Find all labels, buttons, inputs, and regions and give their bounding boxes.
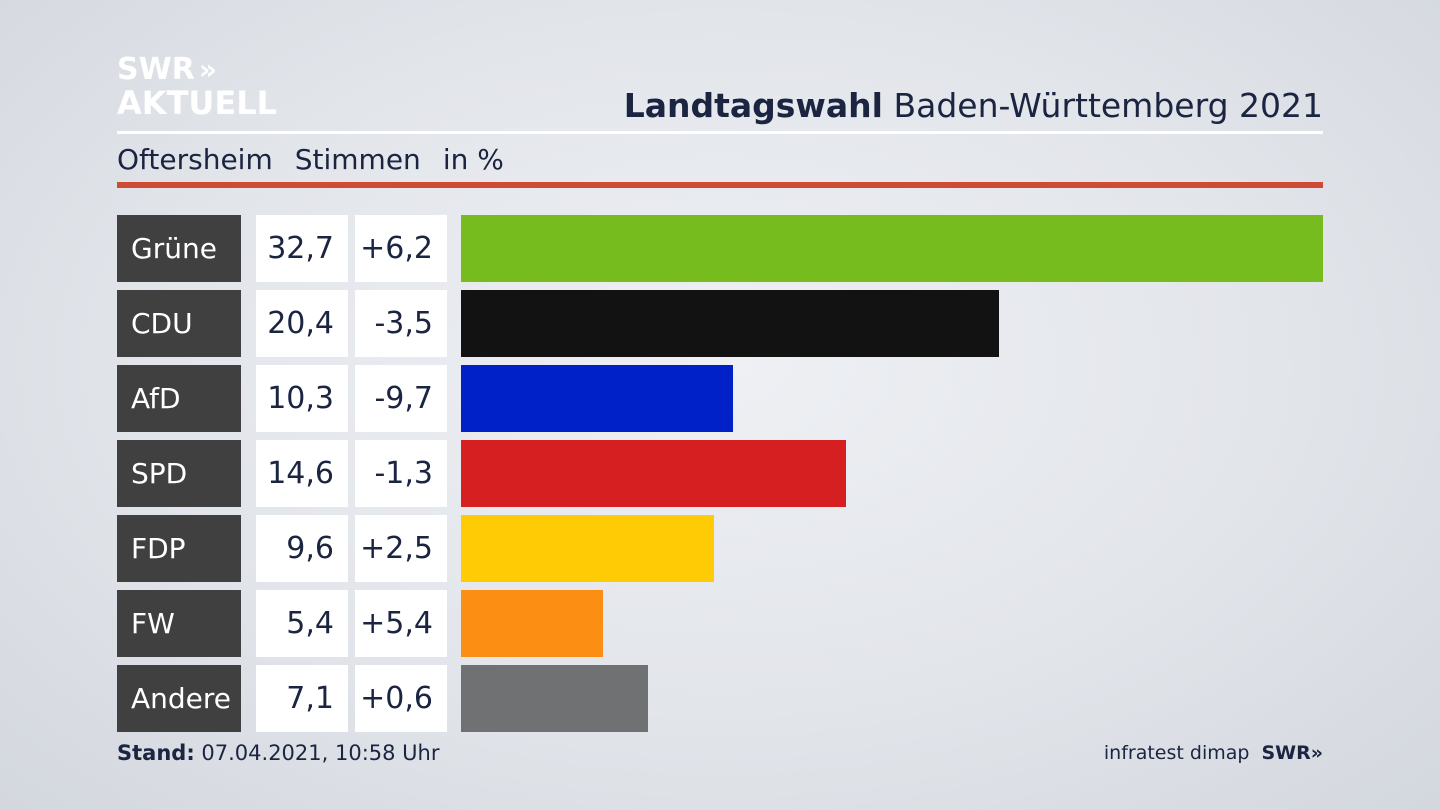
chart-row: AfD 10,3 -9,7 [117, 365, 1323, 432]
change-label: +5,4 [355, 590, 447, 657]
bar [461, 590, 603, 657]
stand-value: 07.04.2021, 10:58 Uhr [194, 741, 440, 765]
party-label: Andere [117, 665, 241, 732]
vote-share-label: 10,3 [256, 365, 348, 432]
vote-share-label: 5,4 [256, 590, 348, 657]
header-divider [117, 131, 1323, 134]
change-label: -3,5 [355, 290, 447, 357]
bar [461, 365, 733, 432]
page-title: Landtagswahl Baden-Württemberg 2021 [624, 86, 1323, 125]
title-rest: Baden-Württemberg 2021 [882, 86, 1323, 125]
place-name: Oftersheim [117, 143, 273, 176]
change-label: -9,7 [355, 365, 447, 432]
change-label: +0,6 [355, 665, 447, 732]
bar [461, 440, 846, 507]
source-credit: infratest dimap SWR» [1104, 742, 1323, 764]
bar [461, 515, 714, 582]
accent-divider [117, 182, 1323, 188]
vote-share-label: 20,4 [256, 290, 348, 357]
party-label: SPD [117, 440, 241, 507]
change-label: -1,3 [355, 440, 447, 507]
unit-label: in % [442, 143, 504, 176]
source-text: infratest dimap [1103, 742, 1250, 764]
title-bold: Landtagswahl [623, 86, 883, 125]
timestamp: Stand: 07.04.2021, 10:58 Uhr [117, 741, 440, 765]
vote-share-label: 7,1 [256, 665, 348, 732]
party-label: Grüne [117, 215, 241, 282]
swr-brand: SWR [1261, 742, 1311, 764]
logo-line1: SWR [117, 52, 195, 87]
bar [461, 665, 648, 732]
party-label: FDP [117, 515, 241, 582]
swr-aktuell-logo: SWR» AKTUELL [117, 52, 278, 122]
bar [461, 215, 1323, 282]
swr-chevron-icon: » [1310, 742, 1323, 764]
chart-row: FDP 9,6 +2,5 [117, 515, 1323, 582]
stand-label: Stand: [117, 741, 195, 765]
subheader: Oftersheim Stimmen in % [117, 143, 504, 176]
chart-row: Grüne 32,7 +6,2 [117, 215, 1323, 282]
vote-share-label: 14,6 [256, 440, 348, 507]
logo-line2: AKTUELL [117, 84, 278, 122]
vote-share-label: 9,6 [256, 515, 348, 582]
chart-row: SPD 14,6 -1,3 [117, 440, 1323, 507]
change-label: +2,5 [355, 515, 447, 582]
chart-row: Andere 7,1 +0,6 [117, 665, 1323, 732]
bar [461, 290, 999, 357]
measure-label: Stimmen [294, 143, 421, 176]
logo-chevron-icon: » [198, 53, 217, 86]
party-label: AfD [117, 365, 241, 432]
chart-row: FW 5,4 +5,4 [117, 590, 1323, 657]
swr-logo: SWR» [1261, 742, 1323, 764]
change-label: +6,2 [355, 215, 447, 282]
chart-row: CDU 20,4 -3,5 [117, 290, 1323, 357]
party-label: FW [117, 590, 241, 657]
vote-share-label: 32,7 [256, 215, 348, 282]
party-label: CDU [117, 290, 241, 357]
